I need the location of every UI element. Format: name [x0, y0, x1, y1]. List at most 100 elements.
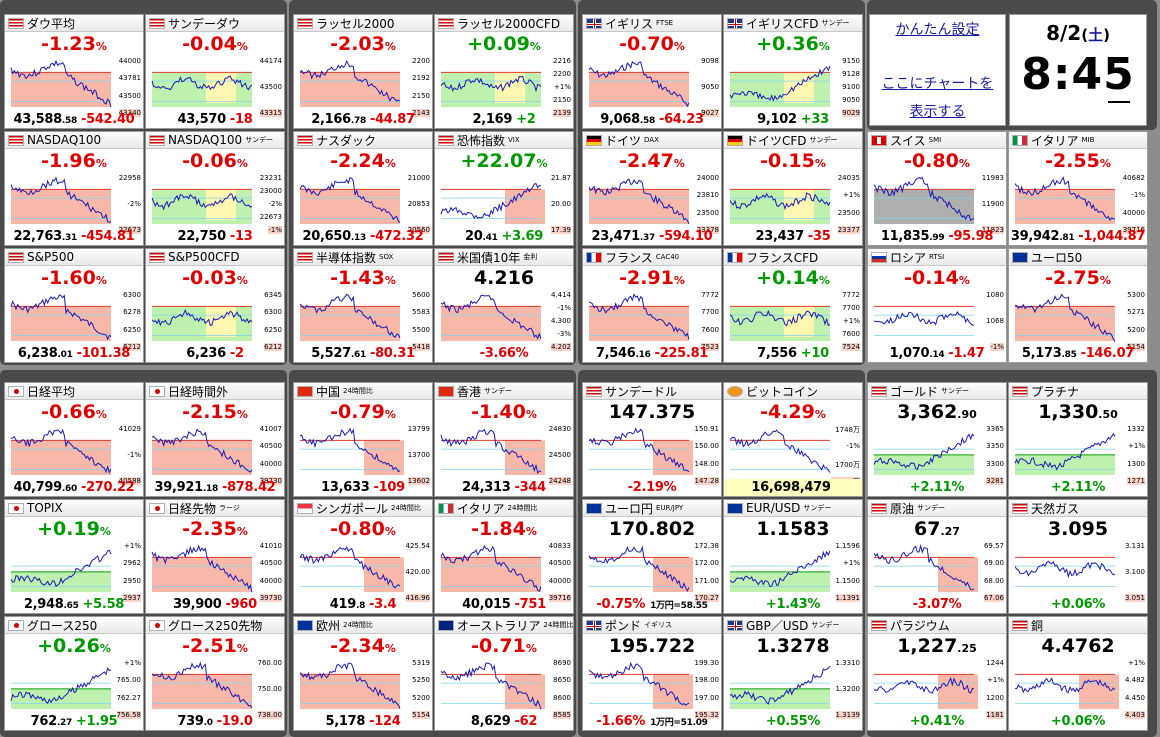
- y-axis-label: 20853: [407, 200, 430, 208]
- market-tile[interactable]: ビットコイン-4.29%1748万-1%1700万16617万16,698,47…: [723, 382, 863, 497]
- market-tile[interactable]: 欧州 24時間比 -2.34% 5319 5250 5200 5154 5,178 -124: [293, 616, 433, 731]
- tile-header: グロース250: [5, 617, 143, 634]
- tile-header: ゴールド サンデー: [868, 383, 1006, 400]
- show-chart-link[interactable]: ここにチャートを: [881, 76, 994, 92]
- change-region: [300, 189, 400, 224]
- market-tile[interactable]: EUR/USD サンデー 1.1583 1.1596 +1% 1.1500 1.1391 +1…: [723, 499, 863, 614]
- instrument-name: ラッセル2000: [316, 16, 395, 31]
- market-tile[interactable]: NASDAQ100 -1.96% 22958 -2% 22673 22,763.31 -45…: [4, 131, 144, 246]
- bottom-quote: 2,166.78 -44.87: [294, 112, 432, 127]
- instrument-sub: サンデー: [917, 504, 946, 512]
- y-axis-label: 43315: [259, 109, 282, 117]
- market-tile[interactable]: 日経時間外 -2.15% 41007 40500 40000 39730 39,921.18…: [145, 382, 285, 497]
- market-tile[interactable]: イギリス FTSE -0.70% 9098 9050 9027 9,068.58 -64.23: [582, 14, 722, 129]
- headline-unit: %: [236, 157, 248, 170]
- market-tile[interactable]: 恐怖指数 VIX +22.07% 21.87 20.00 17.39 20.41 +3.69: [434, 131, 574, 246]
- price-decimals: .85: [1061, 350, 1077, 360]
- mini-chart: [440, 183, 545, 224]
- market-tile[interactable]: サンデーダウ -0.04% 44174 43500 43315 43,570 -18: [145, 14, 285, 129]
- clock-panel: 8/2(土) 8:45: [1009, 14, 1147, 126]
- price: 22,750: [177, 229, 227, 244]
- price: 40,015: [462, 597, 511, 612]
- y-axis-label: -3%: [557, 330, 571, 338]
- tile-header: フランス CAC40: [583, 249, 721, 266]
- headline-number: -1.96: [41, 150, 96, 172]
- market-tile[interactable]: フランスCFD +0.14% 7772 7700 +1% 7600 7524 7,556 +10: [723, 248, 863, 363]
- mini-chart: [1014, 176, 1116, 224]
- price-line: [1015, 293, 1116, 342]
- market-tile[interactable]: 半導体指数 SOX -1.43% 5600 5583 5500 5418 5,527.61 -8…: [293, 248, 433, 363]
- headline-value: -0.71%: [435, 635, 573, 660]
- bottom-quote: 16,698,479: [724, 480, 862, 495]
- market-tile[interactable]: 日経平均 -0.66% 41029 -1% 40588 40,799.60 -270.22: [4, 382, 144, 497]
- market-tile[interactable]: ロシア RTSI -0.14% 1080 1068 -1% 1,070.14 -1.47: [867, 248, 1007, 363]
- market-tile[interactable]: スイス SMI -0.80% 11983 11900 11823 11,835.99 -95.…: [867, 131, 1007, 246]
- tile-header: イギリスCFD サンデー: [724, 15, 862, 32]
- change-value: -2: [229, 346, 244, 361]
- y-axis-label: 69.57: [983, 542, 1004, 550]
- market-tile[interactable]: オーストラリア 24時間比 -0.71% 8690 8650 8600 8585 8,629-…: [434, 616, 574, 731]
- headline-number: +0.14: [756, 267, 819, 289]
- headline-number: 195.722: [608, 635, 696, 657]
- market-tile[interactable]: パラジウム 1,227.25 1244 +1% 1200 1181 +0.41%: [867, 616, 1007, 731]
- market-tile[interactable]: 香港 サンデー -1.40% 24830 24500 24248 24,313 -344: [434, 382, 574, 497]
- mini-chart: [1014, 432, 1116, 475]
- easy-setup-link[interactable]: かんたん設定: [895, 22, 980, 38]
- headline-unit: .90: [957, 408, 977, 421]
- market-tile[interactable]: ドイツCFD サンデー -0.15% 24035 +1% 23500 23377 23,437…: [723, 131, 863, 246]
- market-tile[interactable]: ユーロ円 EUR/JPY 170.802 172.38 172.00 171.00 170.…: [582, 499, 722, 614]
- market-tile[interactable]: GBP／USD サンデー 1.3278 1.3310 1.3200 1.3139 +0.55…: [723, 616, 863, 731]
- market-tile[interactable]: ポンド イギリス 195.722 199.30 198.00 197.00 195.32 -1…: [582, 616, 722, 731]
- price-line: [588, 178, 690, 225]
- market-tile[interactable]: ナスダック -2.24% 21000 20853 20560 20,650.13 -472.…: [293, 131, 433, 246]
- price-line: [151, 309, 253, 327]
- y-axis-label: 21.87: [550, 174, 571, 182]
- market-tile[interactable]: グロース250先物 -2.51% 760.00 750.00 738.00 739.0 -1…: [145, 616, 285, 731]
- market-tile[interactable]: フランス CAC40 -2.91% 7772 7700 7600 7523 7,546.16-…: [582, 248, 722, 363]
- price-line: [729, 192, 831, 211]
- price: 20: [464, 229, 483, 244]
- market-tile[interactable]: ラッセル2000CFD +0.09% 2216 2200 +1% 2150 2139 2,16…: [434, 14, 574, 129]
- headline-number: -2.03: [330, 33, 385, 55]
- market-tile[interactable]: ドイツ DAX -2.47% 24000 23810 23500 23378 23,471.3…: [582, 131, 722, 246]
- market-tile[interactable]: ラッセル2000 -2.03% 2200 2192 2150 2143 2,166.78 -4…: [293, 14, 433, 129]
- market-tile[interactable]: ゴールド サンデー 3,362.90 3365 3350 3300 3281 +2.11%: [867, 382, 1007, 497]
- y-axis-label: 2150: [412, 91, 430, 100]
- instrument-sub: イギリス: [644, 621, 673, 629]
- market-tile[interactable]: S&P500CFD -0.03% 6345 6300 6250 6212 6,236 -2: [145, 248, 285, 363]
- show-chart-link-line2[interactable]: 表示する: [909, 104, 966, 120]
- y-axis-label: 1748万: [835, 426, 860, 434]
- price: 39,942: [1010, 229, 1060, 244]
- market-tile[interactable]: 天然ガス 3.095 3.131 3.100 3.051 +0.06%: [1008, 499, 1148, 614]
- market-tile[interactable]: 中国 24時間比 -0.79% 13799 13700 13602 13,633 -109: [293, 382, 433, 497]
- change-region: [784, 189, 814, 220]
- y-axis-label: 1300: [1127, 459, 1145, 468]
- market-tile[interactable]: 日経先物 ラージ -2.35% 41010 40500 40000 39730 39,900-…: [145, 499, 285, 614]
- market-tile[interactable]: TOPIX +0.19% +1% 2962 2950 2937 2,948.65 +5.58: [4, 499, 144, 614]
- market-tile[interactable]: イギリスCFD サンデー +0.36% 9150 9128 9100 9050 9029 9,1…: [723, 14, 863, 129]
- market-tile[interactable]: イタリア MIB -2.55% 40682 -1% 40000 39716 39,942.81…: [1008, 131, 1148, 246]
- market-tile[interactable]: 米国債10年 金利 4.216 4.414 -1% 4.300 -3% 4.202 -3.66%: [434, 248, 574, 363]
- market-tile[interactable]: 銅 4.4762 +1% 4.482 4.450 4.403 +0.06%: [1008, 616, 1148, 731]
- market-tile[interactable]: シンガポール 24時間比 -0.80% 425.54 420.00 416.96 419.8…: [293, 499, 433, 614]
- price-line: [10, 428, 112, 474]
- market-tile[interactable]: サンデードル 147.375 150.91 150.00 148.00 147.28 -2.…: [582, 382, 722, 497]
- y-axis-label: 23377: [837, 226, 860, 234]
- market-tile[interactable]: S&P500 -1.60% 6300 6278 6250 6212 6,238.01 -101…: [4, 248, 144, 363]
- price-line: [440, 183, 542, 219]
- market-tile[interactable]: グロース250 +0.26% +1% 765.00 762.27 756.58 762.27…: [4, 616, 144, 731]
- market-tile[interactable]: ダウ平均 -1.23% 44000 43781 43500 43340 43,588.58-…: [4, 14, 144, 129]
- market-tile[interactable]: プラチナ 1,330.50 1332 +1% 1300 1271 +2.11%: [1008, 382, 1148, 497]
- market-tile[interactable]: イタリア 24時間比 -1.84% 40833 40500 40000 39716 40,01…: [434, 499, 574, 614]
- mini-chart: [729, 665, 831, 709]
- bottom-quote: 9,068.58 -64.23: [583, 112, 721, 127]
- mini-chart: [10, 176, 112, 224]
- y-axis-label: 6345: [264, 291, 282, 299]
- headline-unit: %: [525, 525, 537, 538]
- market-tile[interactable]: NASDAQ100 サンデー -0.06% 23231 23000 -2% 22673 -1%…: [145, 131, 285, 246]
- y-axis-label: 1244: [986, 659, 1004, 667]
- price-line: [729, 429, 831, 473]
- market-tile[interactable]: ユーロ50 -2.75% 5300 5271 5200 5154 5,173.85 -146.…: [1008, 248, 1148, 363]
- market-tile[interactable]: 原油 サンデー 67.27 69.57 69.00 68.00 67.06 -3.07%: [867, 499, 1007, 614]
